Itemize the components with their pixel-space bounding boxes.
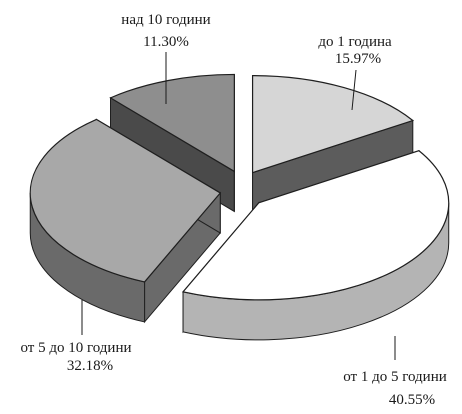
pie-slice-1 (251, 75, 415, 214)
slice-label-name-2: от 1 до 5 години (343, 369, 447, 385)
pie-slice-top-3 (29, 118, 222, 283)
leader-line-1 (351, 69, 357, 111)
pie-slice-top-1 (251, 75, 415, 174)
slice-label-value-1: 15.97% (335, 51, 381, 67)
slice-label-name-4: над 10 години (121, 12, 210, 28)
slice-label-name-1: до 1 година (318, 34, 392, 50)
slice-label-value-2: 40.55% (389, 392, 435, 408)
pie-slice-top-2 (181, 150, 450, 301)
pie-slice-2 (181, 150, 450, 341)
pie-slice-3 (29, 118, 222, 324)
slice-label-value-3: 32.18% (67, 358, 113, 374)
slice-label-name-3: от 5 до 10 години (20, 340, 131, 356)
slice-label-value-4: 11.30% (143, 34, 189, 50)
pie-slice-top-4 (109, 73, 235, 173)
